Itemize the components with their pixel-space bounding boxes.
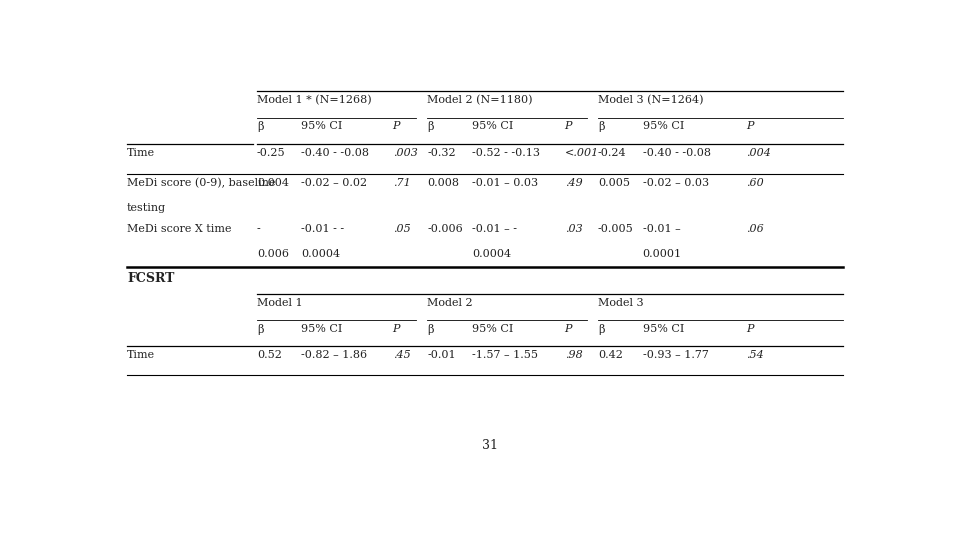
Text: β: β xyxy=(598,121,605,132)
Text: -0.02 – 0.02: -0.02 – 0.02 xyxy=(301,178,367,188)
Text: -0.01: -0.01 xyxy=(428,351,456,360)
Text: FCSRT: FCSRT xyxy=(127,272,174,285)
Text: Time: Time xyxy=(127,351,155,360)
Text: .49: .49 xyxy=(565,178,583,188)
Text: β: β xyxy=(428,324,434,334)
Text: -0.01 – -: -0.01 – - xyxy=(472,224,517,234)
Text: .004: .004 xyxy=(746,148,771,158)
Text: .54: .54 xyxy=(746,351,764,360)
Text: -0.40 - -0.08: -0.40 - -0.08 xyxy=(642,148,710,158)
Text: P: P xyxy=(565,324,572,333)
Text: <.001: <.001 xyxy=(565,148,599,158)
Text: -0.93 – 1.77: -0.93 – 1.77 xyxy=(642,351,708,360)
Text: -0.01 –: -0.01 – xyxy=(642,224,680,234)
Text: 95% CI: 95% CI xyxy=(472,324,513,333)
Text: -0.52 - -0.13: -0.52 - -0.13 xyxy=(472,148,540,158)
Text: Model 1: Model 1 xyxy=(256,297,302,308)
Text: 95% CI: 95% CI xyxy=(301,121,343,131)
Text: Model 2: Model 2 xyxy=(428,297,473,308)
Text: 0.006: 0.006 xyxy=(256,249,289,259)
Text: Model 3: Model 3 xyxy=(598,297,644,308)
Text: 0.008: 0.008 xyxy=(428,178,459,188)
Text: -0.24: -0.24 xyxy=(598,148,627,158)
Text: .05: .05 xyxy=(392,224,411,234)
Text: 0.0004: 0.0004 xyxy=(472,249,511,259)
Text: -0.82 – 1.86: -0.82 – 1.86 xyxy=(301,351,367,360)
Text: -0.01 - -: -0.01 - - xyxy=(301,224,345,234)
Text: Time: Time xyxy=(127,148,155,158)
Text: -0.006: -0.006 xyxy=(428,224,463,234)
Text: Model 3 (N=1264): Model 3 (N=1264) xyxy=(598,94,703,105)
Text: .60: .60 xyxy=(746,178,764,188)
Text: MeDi score (0-9), baseline: MeDi score (0-9), baseline xyxy=(127,178,276,188)
Text: .003: .003 xyxy=(392,148,417,158)
Text: 0.52: 0.52 xyxy=(256,351,281,360)
Text: P: P xyxy=(392,324,400,333)
Text: 0.42: 0.42 xyxy=(598,351,623,360)
Text: β: β xyxy=(428,121,434,132)
Text: 95% CI: 95% CI xyxy=(472,121,513,131)
Text: testing: testing xyxy=(127,203,167,213)
Text: -0.40 - -0.08: -0.40 - -0.08 xyxy=(301,148,369,158)
Text: 31: 31 xyxy=(482,440,499,452)
Text: Model 1 * (N=1268): Model 1 * (N=1268) xyxy=(256,94,371,105)
Text: .06: .06 xyxy=(746,224,764,234)
Text: .71: .71 xyxy=(392,178,411,188)
Text: .98: .98 xyxy=(565,351,583,360)
Text: -0.005: -0.005 xyxy=(598,224,634,234)
Text: β: β xyxy=(256,324,263,334)
Text: -0.01 – 0.03: -0.01 – 0.03 xyxy=(472,178,538,188)
Text: .03: .03 xyxy=(565,224,583,234)
Text: 0.005: 0.005 xyxy=(598,178,630,188)
Text: β: β xyxy=(256,121,263,132)
Text: P: P xyxy=(565,121,572,131)
Text: 95% CI: 95% CI xyxy=(642,121,684,131)
Text: 0.0001: 0.0001 xyxy=(642,249,681,259)
Text: -0.25: -0.25 xyxy=(256,148,285,158)
Text: 0.004: 0.004 xyxy=(256,178,289,188)
Text: -1.57 – 1.55: -1.57 – 1.55 xyxy=(472,351,538,360)
Text: 0.0004: 0.0004 xyxy=(301,249,341,259)
Text: MeDi score X time: MeDi score X time xyxy=(127,224,232,234)
Text: 95% CI: 95% CI xyxy=(301,324,343,333)
Text: P: P xyxy=(392,121,400,131)
Text: P: P xyxy=(746,324,754,333)
Text: -: - xyxy=(256,224,260,234)
Text: .45: .45 xyxy=(392,351,411,360)
Text: -0.02 – 0.03: -0.02 – 0.03 xyxy=(642,178,708,188)
Text: 95% CI: 95% CI xyxy=(642,324,684,333)
Text: P: P xyxy=(746,121,754,131)
Text: Model 2 (N=1180): Model 2 (N=1180) xyxy=(428,94,533,105)
Text: -0.32: -0.32 xyxy=(428,148,456,158)
Text: β: β xyxy=(598,324,605,334)
